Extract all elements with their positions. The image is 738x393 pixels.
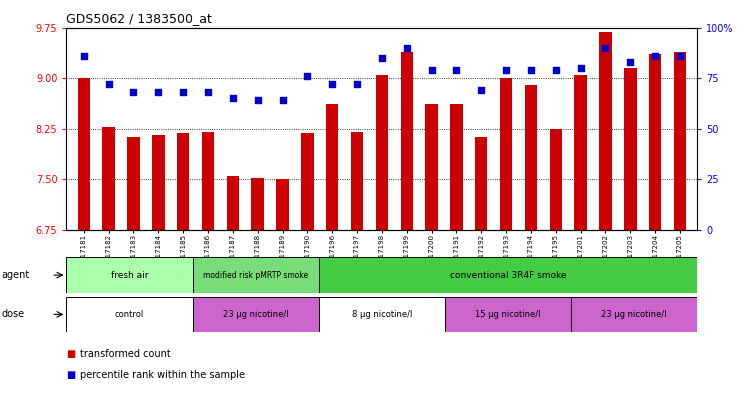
Text: ■: ■ xyxy=(66,370,76,380)
Text: 23 μg nicotine/l: 23 μg nicotine/l xyxy=(223,310,289,319)
Bar xyxy=(574,75,587,230)
Bar xyxy=(475,138,488,230)
Bar xyxy=(599,32,612,230)
Bar xyxy=(193,297,319,332)
Point xyxy=(401,44,413,51)
Text: control: control xyxy=(115,310,144,319)
Bar xyxy=(624,68,637,230)
Bar xyxy=(351,132,363,230)
Bar xyxy=(326,104,339,230)
Bar xyxy=(77,78,90,230)
Text: 23 μg nicotine/l: 23 μg nicotine/l xyxy=(601,310,667,319)
Bar xyxy=(201,132,214,230)
Bar xyxy=(500,78,512,230)
Bar xyxy=(103,127,115,230)
Bar xyxy=(425,104,438,230)
Bar xyxy=(319,257,697,293)
Text: transformed count: transformed count xyxy=(80,349,170,359)
Bar xyxy=(674,53,686,230)
Point xyxy=(475,87,487,94)
Bar xyxy=(227,176,239,230)
Point xyxy=(599,44,611,51)
Bar xyxy=(152,136,165,230)
Point xyxy=(302,73,314,79)
Text: GDS5062 / 1383500_at: GDS5062 / 1383500_at xyxy=(66,12,213,25)
Text: modified risk pMRTP smoke: modified risk pMRTP smoke xyxy=(203,271,308,279)
Point xyxy=(351,81,363,87)
Point xyxy=(252,97,263,103)
Text: ■: ■ xyxy=(66,349,76,359)
Bar xyxy=(127,138,139,230)
Bar xyxy=(66,297,193,332)
Point xyxy=(78,53,90,59)
Point xyxy=(277,97,289,103)
Bar xyxy=(66,257,193,293)
Bar xyxy=(177,134,190,230)
Text: percentile rank within the sample: percentile rank within the sample xyxy=(80,370,245,380)
Bar xyxy=(445,297,571,332)
Point xyxy=(624,59,636,65)
Text: 15 μg nicotine/l: 15 μg nicotine/l xyxy=(475,310,541,319)
Bar xyxy=(649,55,661,230)
Bar xyxy=(319,297,445,332)
Bar xyxy=(193,257,319,293)
Point xyxy=(326,81,338,87)
Bar xyxy=(301,134,314,230)
Text: agent: agent xyxy=(1,270,30,280)
Text: fresh air: fresh air xyxy=(111,271,148,279)
Bar xyxy=(276,179,289,230)
Point xyxy=(153,89,165,95)
Bar xyxy=(401,53,413,230)
Bar xyxy=(376,75,388,230)
Bar xyxy=(571,297,697,332)
Point xyxy=(450,67,462,73)
Point xyxy=(227,95,239,101)
Bar xyxy=(450,104,463,230)
Point xyxy=(376,55,388,61)
Text: 8 μg nicotine/l: 8 μg nicotine/l xyxy=(352,310,412,319)
Bar xyxy=(550,129,562,230)
Point xyxy=(550,67,562,73)
Point xyxy=(575,65,587,71)
Point xyxy=(202,89,214,95)
Text: conventional 3R4F smoke: conventional 3R4F smoke xyxy=(450,271,566,279)
Point xyxy=(426,67,438,73)
Point xyxy=(177,89,189,95)
Bar xyxy=(252,178,264,230)
Point xyxy=(525,67,537,73)
Point xyxy=(128,89,139,95)
Point xyxy=(674,53,686,59)
Point xyxy=(103,81,114,87)
Text: dose: dose xyxy=(1,309,24,320)
Point xyxy=(500,67,512,73)
Bar xyxy=(525,85,537,230)
Point xyxy=(649,53,661,59)
